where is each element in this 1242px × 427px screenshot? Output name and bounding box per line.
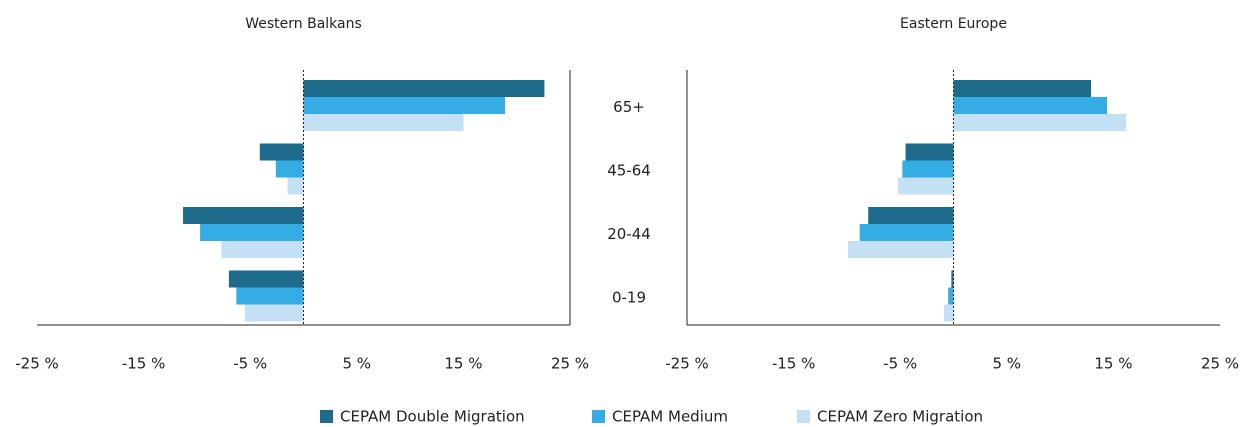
bar xyxy=(868,207,954,224)
bar xyxy=(287,177,304,195)
bar xyxy=(275,160,304,178)
legend-label: CEPAM Zero Migration xyxy=(817,408,983,426)
bar xyxy=(303,114,464,131)
chart-title: Western Balkans xyxy=(245,16,362,32)
bar xyxy=(259,143,304,161)
x-tick-label: 15 % xyxy=(1094,355,1132,373)
bar xyxy=(221,241,304,258)
bar xyxy=(859,224,954,241)
legend-swatch xyxy=(320,410,333,423)
bar xyxy=(953,114,1127,131)
category-label: 20-44 xyxy=(607,225,651,243)
legend-label: CEPAM Double Migration xyxy=(340,408,525,426)
bar xyxy=(948,287,954,305)
x-tick-label: 15 % xyxy=(444,355,482,373)
x-tick-label: 25 % xyxy=(551,355,589,373)
bar xyxy=(953,80,1092,97)
legend-swatch xyxy=(592,410,605,423)
legend-swatch xyxy=(797,410,810,423)
legend-label: CEPAM Medium xyxy=(612,408,728,426)
bar xyxy=(905,143,954,161)
bar xyxy=(953,97,1108,114)
bar xyxy=(228,270,304,288)
x-tick-label: 5 % xyxy=(343,355,372,373)
bar xyxy=(236,287,304,305)
chart-title: Eastern Europe xyxy=(900,16,1007,32)
bar xyxy=(943,304,954,322)
bar xyxy=(303,97,505,114)
x-tick-label: -15 % xyxy=(122,355,166,373)
x-tick-label: -5 % xyxy=(233,355,267,373)
x-tick-label: -25 % xyxy=(15,355,59,373)
bar xyxy=(847,241,954,258)
bar xyxy=(898,177,954,195)
x-tick-label: -25 % xyxy=(665,355,709,373)
x-tick-label: 5 % xyxy=(993,355,1022,373)
bar xyxy=(303,80,545,97)
x-tick-label: 25 % xyxy=(1201,355,1239,373)
category-label: 65+ xyxy=(613,98,645,116)
x-tick-label: -5 % xyxy=(883,355,917,373)
bar xyxy=(200,224,304,241)
bar xyxy=(244,304,304,322)
bar xyxy=(902,160,954,178)
category-label: 45-64 xyxy=(607,162,651,180)
category-label: 0-19 xyxy=(612,289,646,307)
x-tick-label: -15 % xyxy=(772,355,816,373)
bar xyxy=(951,270,954,288)
bar xyxy=(183,207,304,224)
